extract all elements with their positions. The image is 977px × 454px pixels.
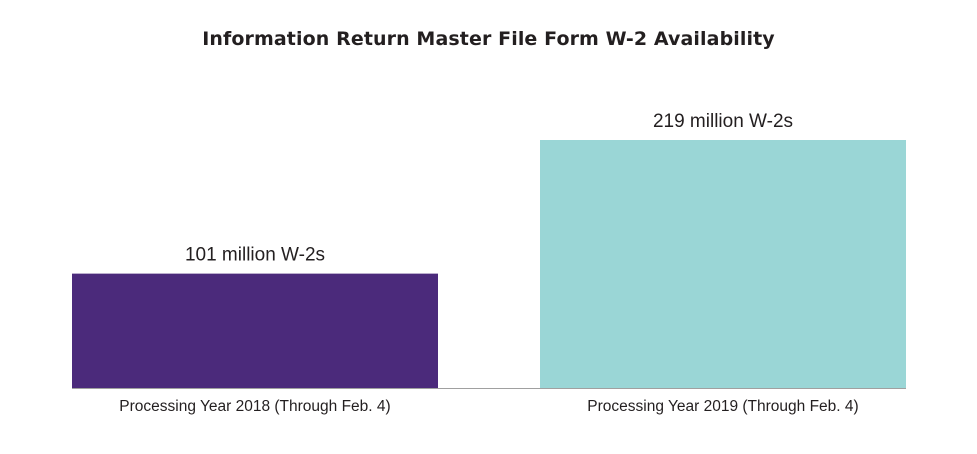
data-label-1: 101 million W-2s — [185, 245, 325, 266]
category-label-1: Processing Year 2018 (Through Feb. 4) — [119, 398, 390, 415]
data-label-2: 219 million W-2s — [653, 111, 793, 132]
bar-2 — [540, 140, 906, 388]
category-label-2: Processing Year 2019 (Through Feb. 4) — [587, 398, 858, 415]
labels-layer: 101 million W-2s Processing Year 2018 (Th… — [119, 111, 858, 415]
bar-1 — [72, 273, 438, 388]
bars-layer — [72, 140, 906, 388]
chart-title: Information Return Master File Form W-2 … — [202, 28, 775, 50]
